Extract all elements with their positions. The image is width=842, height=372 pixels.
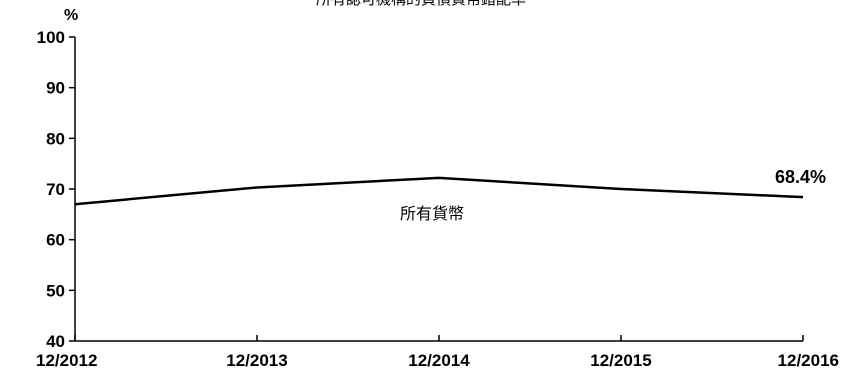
y-tick-label: 70 — [46, 180, 65, 199]
y-tick-label: 80 — [46, 129, 65, 148]
y-tick-label: 40 — [46, 332, 65, 351]
y-tick-label: 60 — [46, 231, 65, 250]
series-end-value-label: 68.4% — [775, 167, 826, 187]
x-axis-ticks: 12/2012 12/2013 12/2014 12/2015 12/2016 — [36, 335, 839, 370]
y-axis-ticks: 40 50 60 70 80 90 100 — [37, 28, 75, 351]
series-layer: 所有貨幣 68.4% — [74, 167, 826, 223]
y-tick-label: 50 — [46, 281, 65, 300]
x-tick-label: 12/2014 — [408, 351, 470, 370]
chart-title: 所有認可機構的負債貨幣錯配率 — [316, 0, 526, 8]
y-tick-label: 90 — [46, 79, 65, 98]
x-tick-label: 12/2012 — [36, 351, 97, 370]
x-tick-label: 12/2016 — [778, 351, 839, 370]
y-axis-unit-label: % — [64, 7, 78, 24]
y-tick-label: 100 — [37, 28, 65, 47]
x-tick-label: 12/2015 — [590, 351, 651, 370]
x-tick-label: 12/2013 — [226, 351, 287, 370]
series-line — [74, 176, 804, 206]
series-name-label: 所有貨幣 — [400, 204, 464, 223]
